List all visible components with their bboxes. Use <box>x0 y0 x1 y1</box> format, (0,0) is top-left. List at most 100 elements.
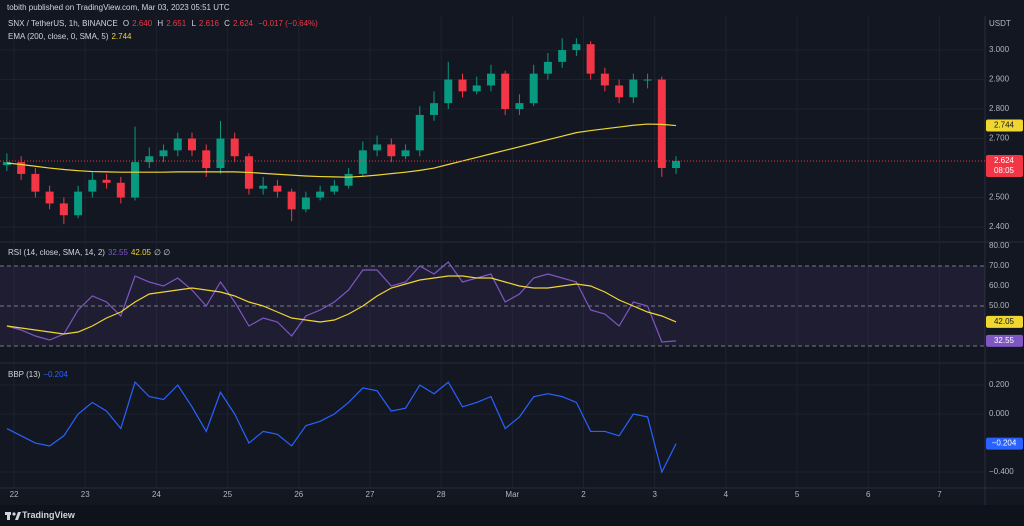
candle-body <box>187 138 196 151</box>
axis-value-label: 2.624 <box>994 156 1015 165</box>
brand: TradingView <box>22 510 75 520</box>
symbol-title: SNX / TetherUS, 1h, BINANCE <box>8 19 118 28</box>
axis-value-box <box>986 119 1023 132</box>
axis-value-box <box>986 315 1023 328</box>
y-tick-label: −0.400 <box>989 467 1014 476</box>
candle-body <box>259 185 268 189</box>
candle-body <box>430 103 439 115</box>
y-tick-label: 70.00 <box>989 261 1010 270</box>
candle-body <box>273 185 282 192</box>
candle-body <box>615 85 624 98</box>
candle-body <box>672 160 681 169</box>
candle-body <box>529 73 538 104</box>
candle-body <box>173 138 182 151</box>
logo <box>5 512 21 520</box>
ohlc-key: H <box>157 19 164 28</box>
candle-body <box>458 79 467 92</box>
ema-legend: EMA (200, close, 0, SMA, 5) 2.744 <box>8 32 135 41</box>
x-tick-label: 26 <box>294 490 303 499</box>
ohlc-value: 2.651 <box>166 19 187 28</box>
footer: TradingView <box>0 505 1024 526</box>
rsi-legend: RSI (14, close, SMA, 14, 2) 32.55 42.05 ∅ ∅ <box>8 248 173 257</box>
candle-body <box>572 44 581 51</box>
x-tick-label: Mar <box>505 490 519 499</box>
x-tick-label: 6 <box>866 490 871 499</box>
candle-body <box>159 150 168 157</box>
y-tick-label: 3.000 <box>989 45 1010 54</box>
ohlc-key: L <box>191 19 196 28</box>
legend-name: BBP (13) <box>8 370 41 379</box>
legend-value: 32.55 <box>107 248 128 257</box>
series-line <box>6 261 677 343</box>
candle-body <box>472 85 481 92</box>
candle-body <box>387 144 396 157</box>
y-tick-label: 2.900 <box>989 75 1010 84</box>
x-tick-label: 22 <box>10 490 19 499</box>
y-tick-label: 2.400 <box>989 222 1010 231</box>
y-tick-label: 0.200 <box>989 380 1010 389</box>
legend-extra: ∅ ∅ <box>154 248 171 257</box>
y-tick-label: 80.00 <box>989 241 1010 250</box>
axis-value-label: 32.55 <box>994 336 1015 345</box>
x-tick-label: 24 <box>152 490 161 499</box>
candle-body <box>415 114 424 151</box>
candle-body <box>31 173 40 192</box>
candle-body <box>116 182 125 198</box>
legend-name: EMA (200, close, 0, SMA, 5) <box>8 32 109 41</box>
x-tick-label: 28 <box>437 490 446 499</box>
candle-body <box>45 191 54 204</box>
x-tick-label: 27 <box>366 490 375 499</box>
axis-value-label: 42.05 <box>994 317 1015 326</box>
candle-body <box>629 79 638 98</box>
axis-unit: USDT <box>989 19 1011 28</box>
price-legend: SNX / TetherUS, 1h, BINANCE O 2.640 H 2.65… <box>8 19 321 28</box>
candle-body <box>600 73 609 86</box>
legend-value: −0.204 <box>43 370 69 379</box>
candle-body <box>301 197 310 210</box>
candle-body <box>216 138 225 169</box>
change: −0.017 (−0.64%) <box>258 19 318 28</box>
y-tick-label: 2.800 <box>989 104 1010 113</box>
axis-value-label: −0.204 <box>992 439 1017 448</box>
ohlc-value: 2.640 <box>132 19 153 28</box>
x-tick-label: 2 <box>581 490 586 499</box>
ohlc-key: C <box>224 19 230 28</box>
series-line <box>6 123 677 178</box>
x-tick-label: 7 <box>937 490 942 499</box>
candle-body <box>202 150 211 169</box>
x-tick-label: 23 <box>81 490 90 499</box>
candle-body <box>543 61 552 74</box>
y-tick-label: 2.700 <box>989 134 1010 143</box>
legend-value: 42.05 <box>130 248 151 257</box>
legend-value: 2.744 <box>111 32 132 41</box>
candle-body <box>515 103 524 110</box>
x-tick-label: 3 <box>652 490 657 499</box>
candle-body <box>344 173 353 186</box>
y-tick-label: 50.00 <box>989 301 1010 310</box>
candle-body <box>558 50 567 62</box>
candle-body <box>287 191 296 210</box>
series-line <box>6 380 677 474</box>
y-tick-label: 0.000 <box>989 409 1010 418</box>
candle-body <box>131 162 140 198</box>
candle-body <box>74 191 83 216</box>
candle-body <box>230 138 239 157</box>
axis-value-label: 2.744 <box>994 121 1015 130</box>
candle-body <box>358 150 367 174</box>
candle-body <box>17 162 26 174</box>
candle-body <box>501 73 510 110</box>
y-tick-label: 60.00 <box>989 281 1010 290</box>
candle-body <box>444 79 453 104</box>
bbp-legend: BBP (13) −0.204 <box>8 370 71 379</box>
candle-body <box>486 73 495 86</box>
candle-body <box>88 179 97 192</box>
axis-value-box <box>986 334 1023 347</box>
candle-body <box>643 79 652 81</box>
legend-name: RSI (14, close, SMA, 14, 2) <box>8 248 105 257</box>
candle-body <box>330 185 339 192</box>
y-tick-label: 2.500 <box>989 193 1010 202</box>
x-tick-label: 5 <box>795 490 800 499</box>
axis-value-box <box>986 154 1023 177</box>
candle-body <box>102 179 111 183</box>
